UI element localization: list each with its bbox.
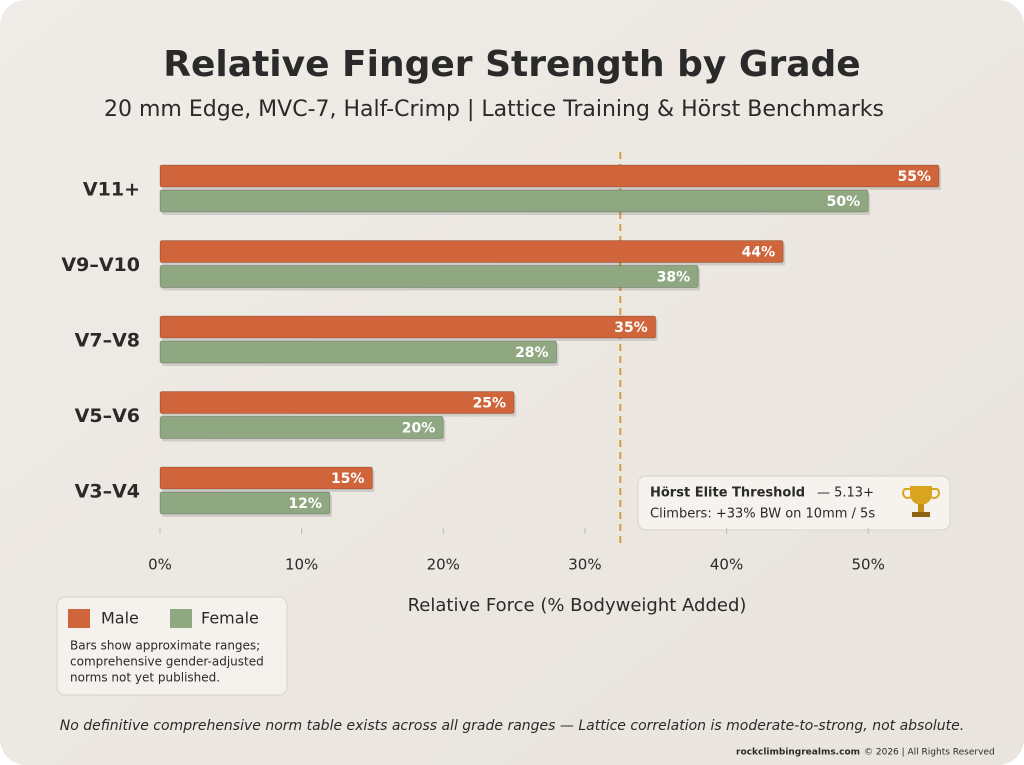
legend-note: comprehensive gender-adjusted bbox=[70, 655, 264, 669]
annotation-grade: — 5.13+ bbox=[817, 486, 874, 501]
x-tick-label: 0% bbox=[148, 556, 172, 574]
y-tick-label: V7–V8 bbox=[75, 330, 140, 352]
value-label: 28% bbox=[515, 345, 549, 361]
bar bbox=[159, 164, 940, 188]
legend-note: norms not yet published. bbox=[70, 671, 220, 685]
value-label: 35% bbox=[614, 320, 648, 336]
value-label: 44% bbox=[742, 245, 776, 261]
x-tick-label: 50% bbox=[852, 556, 885, 574]
annotation-box bbox=[637, 475, 951, 531]
credit-rest: © 2026 | All Rights Reserved bbox=[864, 748, 995, 758]
legend-note: Bars show approximate ranges; bbox=[70, 639, 260, 653]
value-label: 12% bbox=[288, 496, 322, 512]
bar bbox=[159, 491, 331, 515]
bar bbox=[159, 340, 558, 364]
legend: Male Female Bars show approximate ranges… bbox=[56, 596, 288, 696]
value-label: 50% bbox=[827, 194, 861, 210]
value-label: 25% bbox=[473, 396, 507, 412]
y-tick-label: V3–V4 bbox=[75, 481, 140, 503]
x-tick-label: 40% bbox=[710, 556, 743, 574]
bar bbox=[159, 189, 869, 213]
x-tick-label: 10% bbox=[285, 556, 318, 574]
value-label: 38% bbox=[657, 270, 691, 286]
trophy-icon bbox=[902, 486, 940, 517]
annotation: Hörst Elite Threshold — 5.13+ Climbers: … bbox=[637, 475, 951, 531]
legend-label: Male bbox=[101, 609, 139, 628]
credit-site: rockclimbingrealms.com bbox=[736, 748, 860, 758]
legend-swatch bbox=[170, 609, 192, 628]
bar bbox=[159, 315, 657, 339]
bar bbox=[159, 466, 373, 490]
value-label: 20% bbox=[402, 421, 436, 437]
value-label: 55% bbox=[897, 169, 931, 185]
y-tick-label: V9–V10 bbox=[61, 254, 140, 276]
annotation-detail: Climbers: +33% BW on 10mm / 5s bbox=[650, 507, 875, 522]
annotation-title: Hörst Elite Threshold bbox=[650, 486, 805, 501]
bar bbox=[159, 240, 784, 263]
bar bbox=[159, 416, 444, 439]
bar bbox=[159, 265, 699, 288]
legend-label: Female bbox=[201, 609, 259, 628]
legend-swatch bbox=[68, 609, 90, 628]
legend-box bbox=[56, 596, 288, 696]
value-label: 15% bbox=[331, 471, 365, 487]
x-tick-label: 20% bbox=[427, 556, 460, 574]
y-tick-label: V5–V6 bbox=[75, 405, 140, 427]
x-tick-label: 30% bbox=[568, 556, 601, 574]
x-axis-title: Relative Force (% Bodyweight Added) bbox=[408, 595, 747, 616]
bar bbox=[159, 391, 515, 414]
chart-title: Relative Finger Strength by Grade bbox=[163, 44, 860, 85]
footnote: No definitive comprehensive norm table e… bbox=[60, 718, 964, 734]
y-tick-label: V11+ bbox=[83, 179, 140, 201]
chart-subtitle: 20 mm Edge, MVC-7, Half-Crimp | Lattice … bbox=[104, 97, 884, 122]
